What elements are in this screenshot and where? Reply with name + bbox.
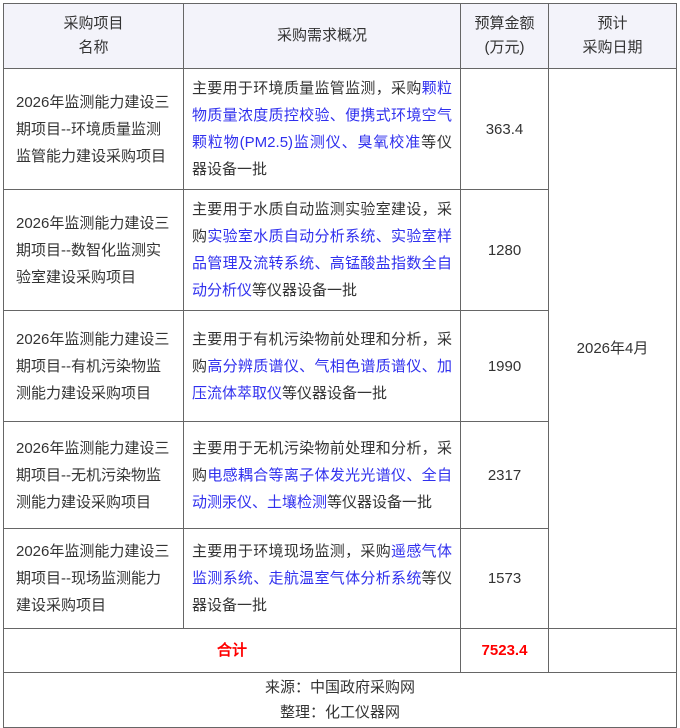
table-row: 2026年监测能力建设三期项目--数智化监测实验室建设采购项目 主要用于水质自动…	[3, 189, 677, 311]
footer-row: 来源：中国政府采购网 整理：化工仪器网	[3, 672, 677, 728]
budget-cell: 1990	[460, 310, 549, 422]
budget-cell: 2317	[460, 421, 549, 529]
project-name-cell: 2026年监测能力建设三期项目--现场监测能力建设采购项目	[3, 528, 184, 629]
overview-text: 等仪器设备一批	[192, 134, 452, 178]
budget-cell: 1573	[460, 528, 549, 629]
overview-cell: 主要用于无机污染物前处理和分析，采购电感耦合等离子体发光光谱仪、全自动测汞仪、土…	[183, 421, 461, 529]
budget-cell: 1280	[460, 189, 549, 311]
instrument-link[interactable]: 实验室水质自动分析系统、实验室样品管理及流转系统、高锰酸盐指数全自动分析仪	[192, 228, 452, 299]
overview-text: 主要用于环境质量监管监测，采购	[192, 80, 422, 97]
overview-text: 主要用于环境现场监测，采购	[192, 543, 392, 560]
header-project-name: 采购项目 名称	[3, 3, 184, 69]
instrument-link[interactable]: 高分辨质谱仪、气相色谱质谱仪、加压流体萃取仪	[192, 357, 452, 402]
total-value-cell: 7523.4	[460, 628, 549, 673]
instrument-link[interactable]: 颗粒物质量浓度质控校验、便携式环境空气颗粒物(PM2.5)监测仪、臭氧校准	[192, 80, 452, 151]
overview-text: 主要用于水质自动监测实验室建设，采购	[192, 201, 452, 245]
overview-text: 主要用于无机污染物前处理和分析，采购	[192, 439, 452, 484]
procurement-table: 采购项目 名称 采购需求概况 预算金额 (万元) 预计 采购日期 2026年监测…	[3, 3, 677, 728]
footer-source-line: 来源：中国政府采购网	[264, 679, 415, 696]
overview-text: 等仪器设备一批	[192, 570, 452, 614]
total-date-empty-cell	[548, 628, 677, 673]
instrument-link[interactable]: 电感耦合等离子体发光光谱仪、全自动测汞仪、土壤检测	[192, 466, 452, 511]
table-row: 2026年监测能力建设三期项目--无机污染物监测能力建设采购项目 主要用于无机污…	[3, 421, 677, 529]
procurement-table-page: 采购项目 名称 采购需求概况 预算金额 (万元) 预计 采购日期 2026年监测…	[3, 3, 677, 728]
footer-compiler-line: 整理：化工仪器网	[279, 704, 400, 721]
overview-text: 等仪器设备一批	[252, 282, 358, 299]
footer-cell: 来源：中国政府采购网 整理：化工仪器网	[3, 672, 677, 728]
project-name-cell: 2026年监测能力建设三期项目--有机污染物监测能力建设采购项目	[3, 310, 184, 422]
table-header-row: 采购项目 名称 采购需求概况 预算金额 (万元) 预计 采购日期	[3, 3, 677, 69]
overview-text: 等仪器设备一批	[282, 384, 388, 402]
instrument-link[interactable]: 遥感气体监测系统、走航温室气体分析系统	[192, 543, 452, 587]
total-label-cell: 合计	[3, 628, 461, 673]
header-budget: 预算金额 (万元)	[460, 3, 549, 69]
overview-cell: 主要用于环境现场监测，采购遥感气体监测系统、走航温室气体分析系统等仪器设备一批	[183, 528, 461, 629]
project-name-cell: 2026年监测能力建设三期项目--数智化监测实验室建设采购项目	[3, 189, 184, 311]
overview-text: 等仪器设备一批	[327, 493, 433, 511]
overview-cell: 主要用于环境质量监管监测，采购颗粒物质量浓度质控校验、便携式环境空气颗粒物(PM…	[183, 68, 461, 190]
total-row: 合计 7523.4	[3, 628, 677, 673]
header-overview: 采购需求概况	[183, 3, 461, 69]
expected-date-cell: 2026年4月	[548, 68, 677, 629]
overview-cell: 主要用于有机污染物前处理和分析，采购高分辨质谱仪、气相色谱质谱仪、加压流体萃取仪…	[183, 310, 461, 422]
project-name-cell: 2026年监测能力建设三期项目--无机污染物监测能力建设采购项目	[3, 421, 184, 529]
overview-text: 主要用于有机污染物前处理和分析，采购	[192, 330, 452, 375]
table-row: 2026年监测能力建设三期项目--环境质量监测监管能力建设采购项目 主要用于环境…	[3, 68, 677, 629]
header-date: 预计 采购日期	[548, 3, 677, 69]
table-row: 2026年监测能力建设三期项目--现场监测能力建设采购项目 主要用于环境现场监测…	[3, 528, 677, 629]
project-name-cell: 2026年监测能力建设三期项目--环境质量监测监管能力建设采购项目	[3, 68, 184, 190]
overview-cell: 主要用于水质自动监测实验室建设，采购实验室水质自动分析系统、实验室样品管理及流转…	[183, 189, 461, 311]
budget-cell: 363.4	[460, 68, 549, 190]
